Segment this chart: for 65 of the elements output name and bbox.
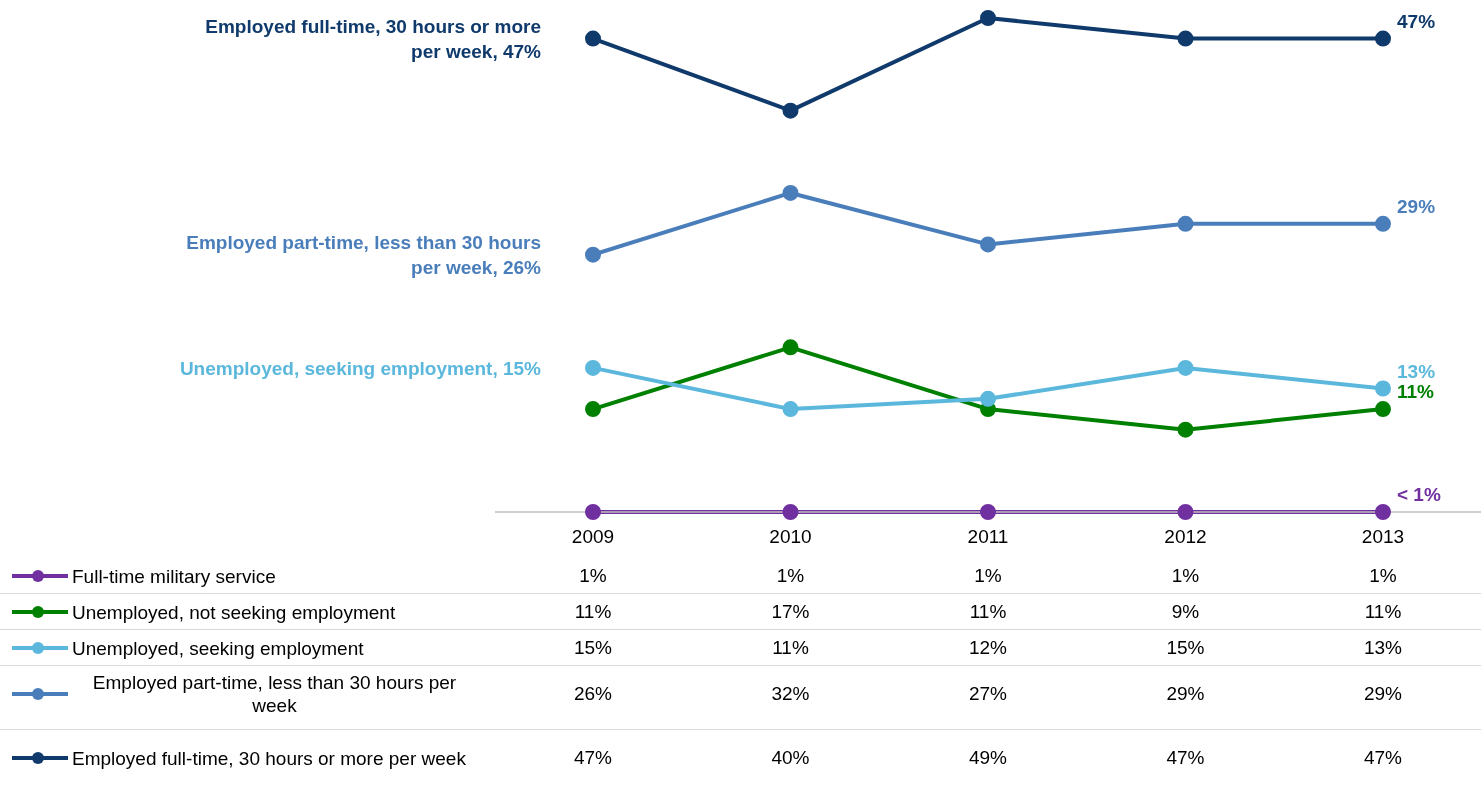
point — [585, 401, 601, 418]
data-label: 1% — [973, 564, 1003, 588]
point — [1177, 215, 1194, 232]
annotation: Employed part-time, less than 30 hours per week, 26% — [185, 230, 541, 280]
data-label: 15% — [573, 636, 613, 660]
data-label: 1% — [578, 564, 608, 588]
data-label: 47% — [1165, 746, 1206, 770]
data-label: 29% — [1363, 682, 1403, 706]
legend-label: Employed part-time, less than 30 hours per week — [91, 671, 458, 717]
point — [1375, 215, 1391, 232]
data-label: 11% — [771, 636, 810, 660]
x-tick-label: 2012 — [1164, 526, 1207, 548]
x-tick-label: 2010 — [769, 526, 812, 548]
point — [980, 504, 996, 520]
data-label: 32% — [770, 682, 811, 706]
x-tick-label: 2009 — [571, 526, 615, 548]
point — [980, 10, 996, 26]
data-label: 1% — [775, 564, 806, 588]
data-label: 13% — [1363, 636, 1403, 660]
data-label: 1% — [1170, 564, 1201, 588]
data-label: 11% — [968, 600, 1008, 624]
data-label: 27% — [968, 682, 1008, 706]
x-tick-label: 2011 — [967, 526, 1009, 548]
point — [1177, 421, 1194, 438]
point — [1177, 30, 1194, 47]
annotation: 29% — [1397, 194, 1436, 219]
data-label: 15% — [1165, 636, 1206, 660]
legend-label: Unemployed, seeking employment — [72, 636, 364, 660]
legend-label: Unemployed, not seeking employment — [72, 600, 396, 624]
legend-label: Employed full-time, 30 hours or more per week — [72, 746, 466, 770]
data-label: 1% — [1368, 564, 1398, 588]
data-label: 11% — [1363, 600, 1403, 624]
data-label: 40% — [770, 746, 811, 770]
point — [1375, 380, 1391, 397]
point — [1375, 30, 1391, 47]
point — [585, 359, 601, 376]
annotation: Employed full-time, 30 hours or more per week, 47% — [204, 14, 541, 64]
point — [782, 184, 799, 201]
data-label: 17% — [770, 600, 811, 624]
point — [980, 236, 996, 253]
data-label: 11% — [573, 600, 613, 624]
point — [1375, 504, 1391, 520]
x-tick-label: 2013 — [1361, 526, 1405, 548]
data-label: 47% — [1363, 746, 1403, 770]
data-label: 9% — [1170, 600, 1201, 624]
point — [585, 30, 601, 47]
point — [1177, 504, 1194, 520]
point — [585, 504, 601, 520]
annotation: 47% — [1397, 9, 1436, 34]
data-label: 26% — [573, 682, 613, 706]
point — [980, 390, 996, 407]
point — [1375, 401, 1391, 418]
annotation: < 1% — [1397, 482, 1441, 507]
point — [1177, 359, 1194, 376]
annotation: Unemployed, seeking employment, 15% — [178, 356, 541, 381]
data-label: 47% — [573, 746, 613, 770]
point — [782, 339, 799, 356]
data-label: 29% — [1165, 682, 1206, 706]
point — [782, 102, 799, 119]
data-label: 49% — [968, 746, 1008, 770]
point — [585, 246, 601, 263]
legend-label: Full-time military service — [72, 564, 276, 588]
point — [782, 504, 799, 520]
point — [782, 401, 799, 418]
data-label: 12% — [968, 636, 1008, 660]
